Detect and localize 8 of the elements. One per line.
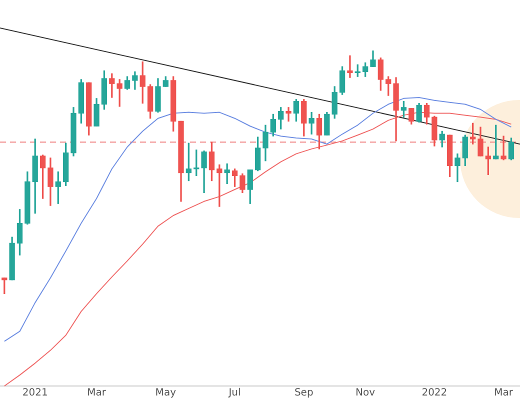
x-tick-label: 2022 bbox=[422, 388, 448, 399]
x-tick-label: Sep bbox=[294, 388, 314, 399]
x-tick-label: Nov bbox=[356, 388, 376, 399]
x-tick-label: Mar bbox=[494, 388, 514, 399]
x-tick-label: Mar bbox=[87, 388, 107, 399]
x-tick-label: Jul bbox=[228, 388, 241, 399]
x-tick-label: May bbox=[155, 388, 176, 399]
x-tick-label: 2021 bbox=[22, 388, 48, 399]
